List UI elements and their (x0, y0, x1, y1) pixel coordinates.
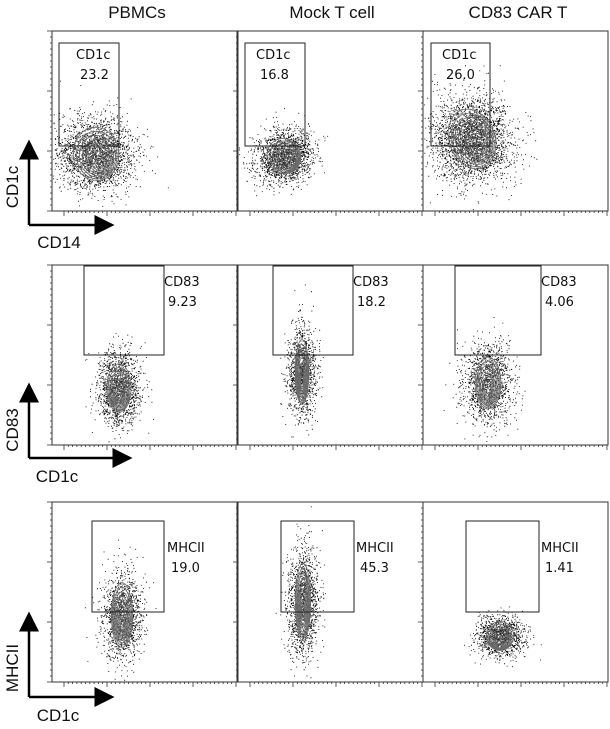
event-dots (84, 539, 157, 681)
axis-ticks (47, 264, 237, 450)
gate-label: MHCII (356, 541, 394, 556)
gate-label: CD83 (164, 275, 200, 290)
event-dots (464, 606, 542, 668)
gate-rectangle (465, 520, 540, 613)
contour-lines (485, 621, 515, 651)
row2-y-axis-label: CD83 (3, 408, 22, 451)
axis-ticks (47, 30, 237, 216)
gate-rectangle (272, 265, 354, 356)
gate-label: CD83 (541, 275, 577, 290)
row3-x-axis-label: CD1c (37, 706, 80, 725)
gate-percentage: 45.3 (360, 561, 389, 576)
row3-y-axis-label: MHCII (3, 644, 22, 692)
axis-ticks (233, 264, 423, 450)
panel-r1-c3: CD1c 26.0 (418, 30, 609, 216)
gate-label: MHCII (541, 541, 579, 556)
row1-axis-arrows (19, 139, 115, 235)
contour-lines (447, 108, 497, 170)
contour-lines (294, 339, 310, 405)
event-dots (443, 317, 526, 442)
panel-r2-c3: CD83 4.06 (418, 264, 609, 450)
panel-r3-c1: MHCII 19.0 (47, 501, 238, 687)
row3-axis-arrows (19, 611, 115, 707)
gate-label: CD83 (353, 275, 389, 290)
contour-lines (72, 126, 120, 182)
row1-x-axis-label: CD14 (37, 233, 80, 252)
contour-lines (110, 582, 134, 648)
panel-r3-c3: MHCII 1.41 (418, 501, 609, 687)
plot-frame (51, 501, 238, 683)
axis-ticks (418, 264, 608, 450)
event-dots (53, 80, 169, 207)
gate-percentage: 23.2 (80, 68, 109, 83)
column-title-mock-t-cell: Mock T cell (289, 3, 374, 22)
gate-rectangle (454, 265, 542, 356)
plot-frame (422, 501, 609, 683)
contour-lines (106, 363, 132, 413)
event-dots (239, 108, 329, 197)
event-dots (275, 506, 326, 679)
row2-axis-arrows (19, 382, 133, 468)
gate-percentage: 1.41 (545, 561, 574, 576)
panel-r2-c1: CD83 9.23 (47, 264, 238, 450)
contour-lines (474, 356, 502, 410)
row1-y-axis-label: CD1c (3, 165, 22, 208)
contour-lines (294, 562, 311, 642)
axis-ticks (418, 30, 608, 216)
gate-percentage: 4.06 (545, 295, 574, 310)
gate-label: CD1c (256, 48, 291, 63)
gate-rectangle (58, 42, 120, 147)
gate-rectangle (83, 265, 165, 356)
event-dots (84, 332, 154, 443)
gate-rectangle (430, 42, 491, 147)
panel-r1-c2: CD1c 16.8 (233, 30, 424, 216)
gate-percentage: 19.0 (171, 561, 200, 576)
gate-rectangle (244, 42, 306, 147)
gate-label: CD1c (442, 48, 477, 63)
row2-x-axis-label: CD1c (36, 467, 79, 486)
gate-percentage: 9.23 (168, 295, 197, 310)
axis-ticks (233, 501, 423, 687)
column-title-cd83-car-t: CD83 CAR T (469, 3, 568, 22)
panel-r2-c2: CD83 18.2 (233, 264, 424, 450)
gate-label: MHCII (167, 541, 205, 556)
axis-ticks (47, 501, 237, 687)
gate-rectangle (280, 520, 355, 613)
event-dots (424, 65, 538, 210)
gate-label: CD1c (76, 48, 111, 63)
gate-rectangle (91, 520, 165, 613)
panels-grid: CD1c 23.2 CD1c 16.8 CD1c 26.0 CD83 9.23 CD83 18.2… (47, 30, 609, 687)
axis-ticks (233, 30, 423, 216)
contour-lines (266, 138, 302, 174)
gate-percentage: 16.8 (260, 68, 289, 83)
axis-ticks (418, 501, 608, 687)
gate-percentage: 26.0 (446, 68, 475, 83)
gate-percentage: 18.2 (357, 295, 386, 310)
panel-r1-c1: CD1c 23.2 (47, 30, 238, 216)
panel-r3-c2: MHCII 45.3 (233, 501, 424, 687)
column-title-pbmcs: PBMCs (108, 3, 166, 22)
plot-frame (237, 501, 424, 683)
